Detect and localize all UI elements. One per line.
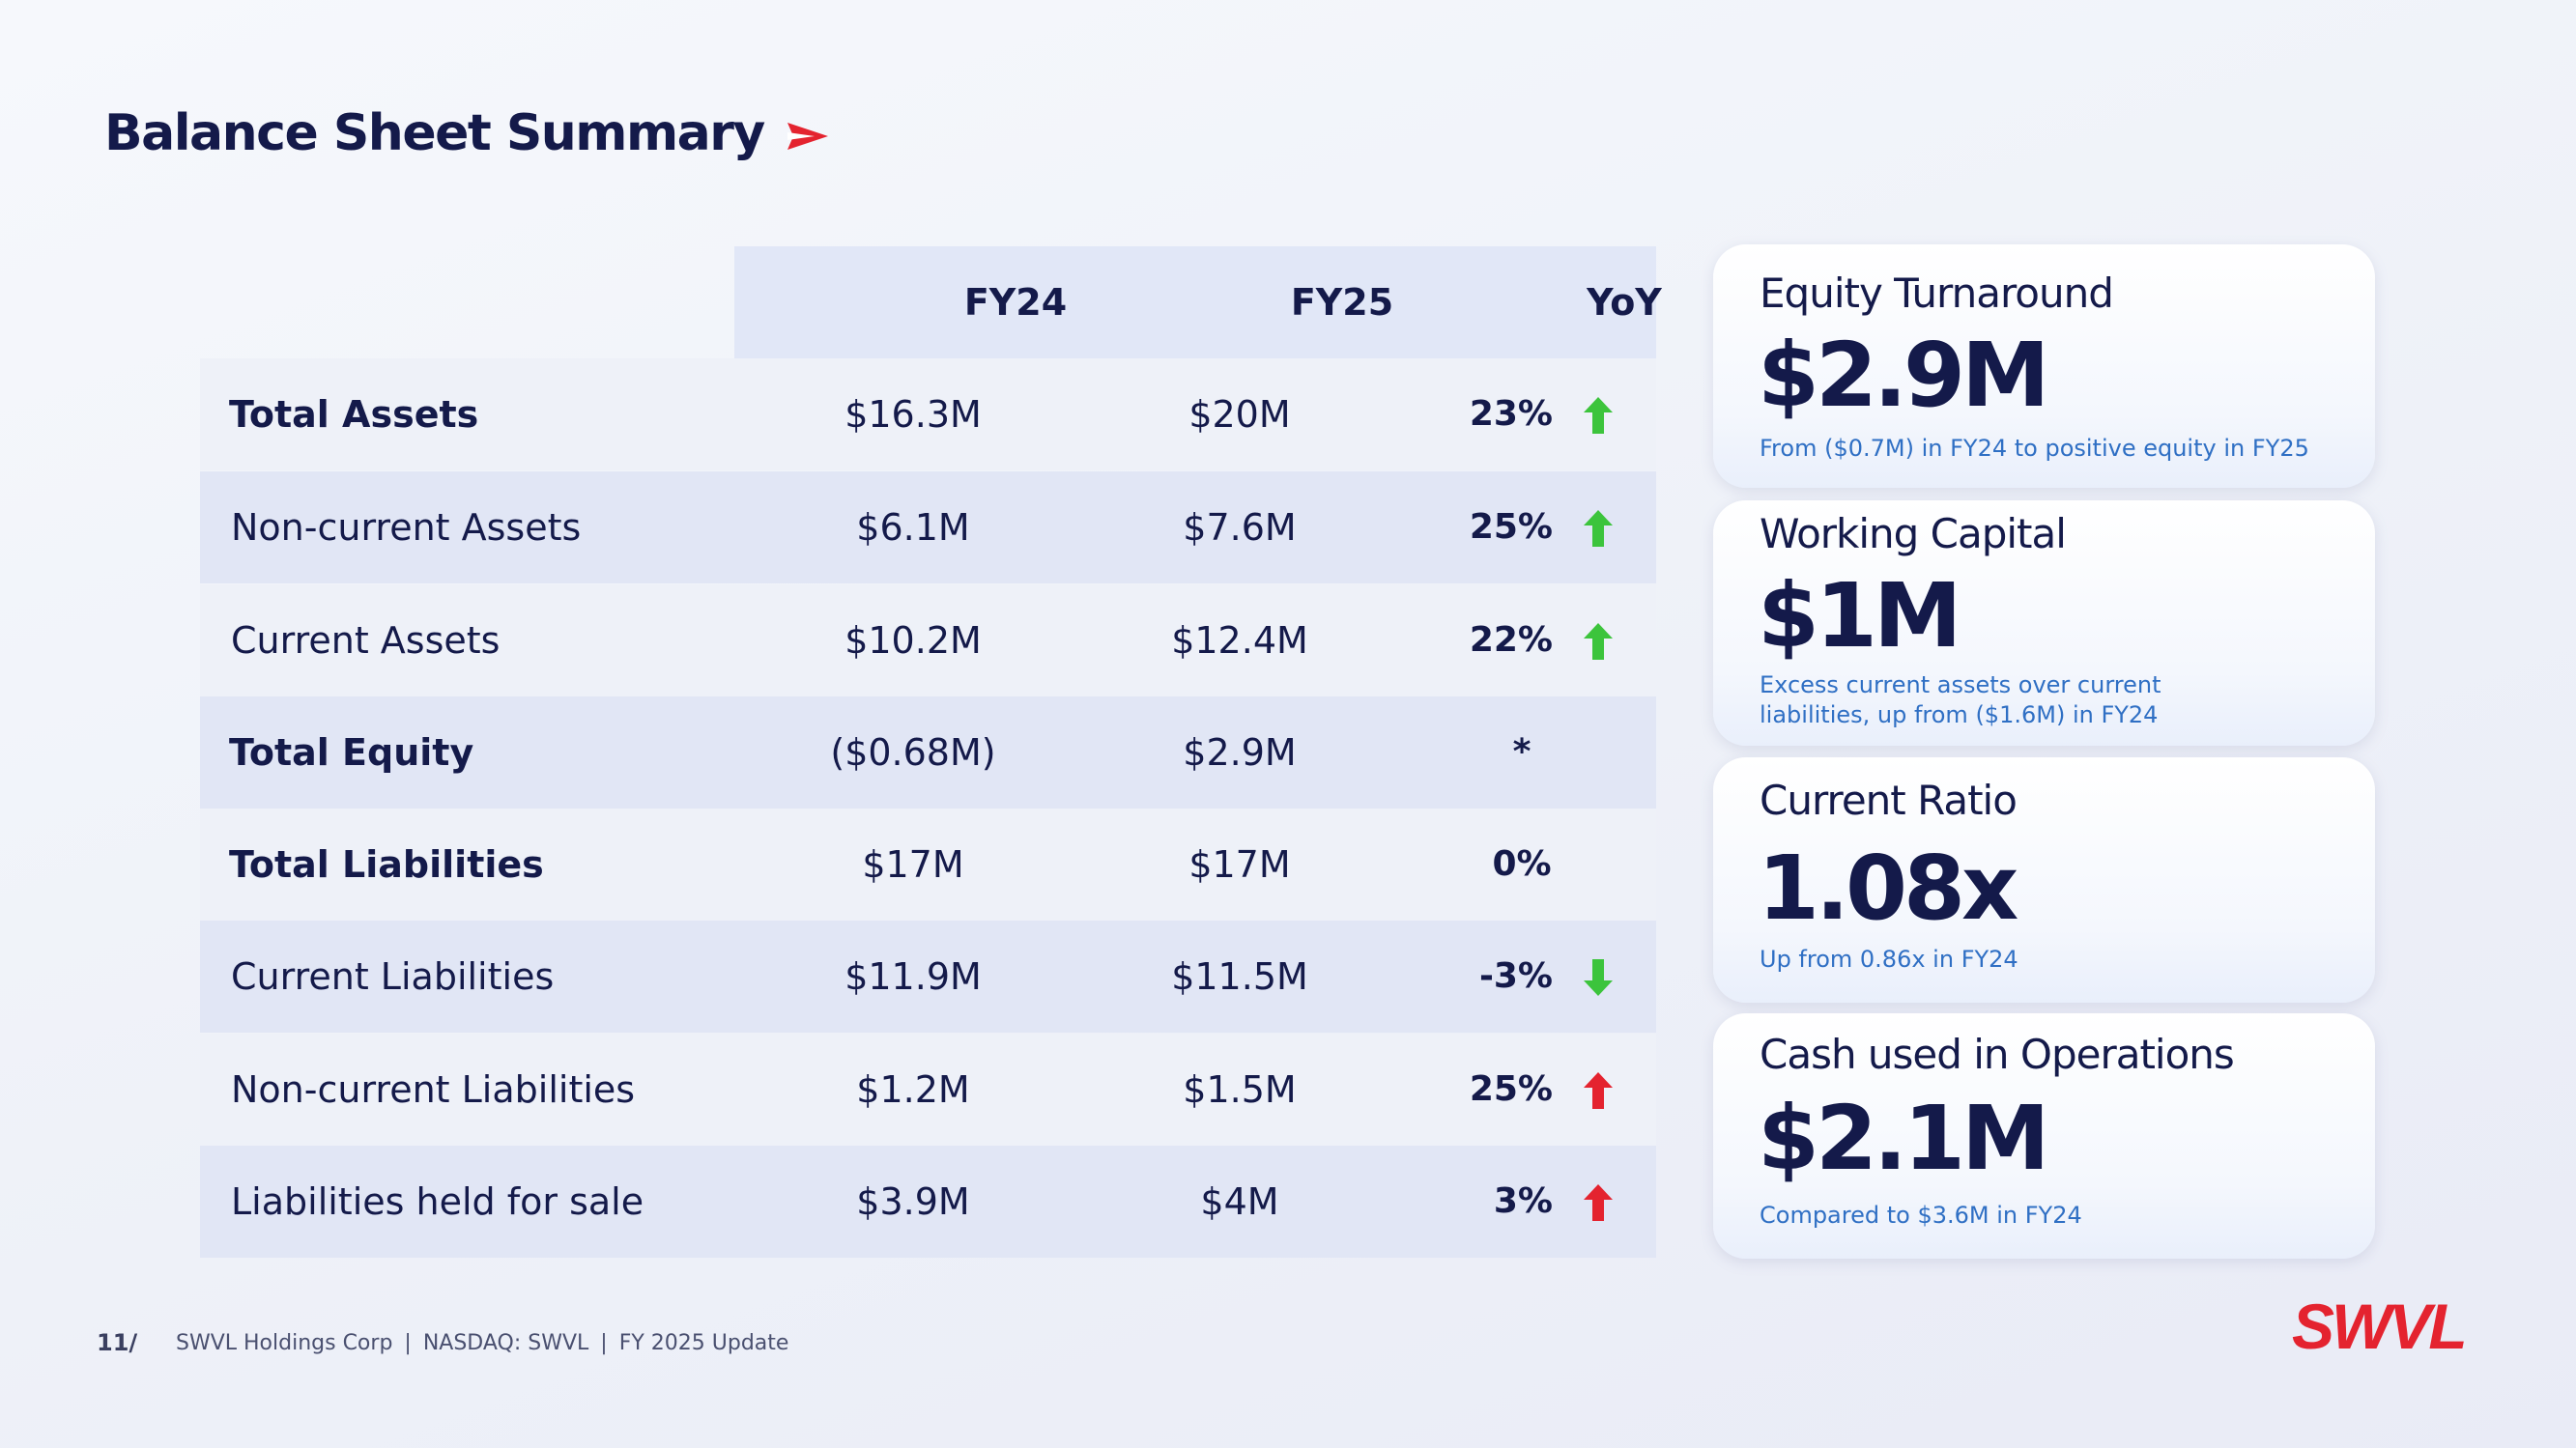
arrow-up-icon xyxy=(1582,1070,1615,1111)
page-number: 11/ xyxy=(97,1329,138,1356)
arrow-down-icon xyxy=(1582,957,1615,998)
card-value: $2.9M xyxy=(1758,324,2050,427)
card-title: Current Ratio xyxy=(1760,777,2018,824)
cell-fy24: $6.1M xyxy=(856,506,970,549)
cell-fy25: $12.4M xyxy=(1171,619,1308,662)
row-label: Non-current Liabilities xyxy=(231,1068,636,1111)
current-ratio-card: Current Ratio 1.08x Up from 0.86x in FY2… xyxy=(1713,757,2375,1003)
row-label: Non-current Assets xyxy=(231,506,582,549)
card-value: $1M xyxy=(1758,564,1962,667)
footer-separator: | xyxy=(404,1330,412,1355)
card-value: $2.1M xyxy=(1758,1087,2050,1190)
cell-fy24: $17M xyxy=(862,843,964,886)
card-title: Equity Turnaround xyxy=(1760,270,2114,317)
page-title: Balance Sheet Summary xyxy=(104,104,830,162)
cell-yoy: 25% xyxy=(1469,1069,1553,1109)
footer-ticker: NASDAQ: SWVL xyxy=(422,1330,589,1355)
cell-fy24: $3.9M xyxy=(856,1180,970,1223)
cell-yoy: 25% xyxy=(1469,507,1553,547)
cash-used-in-operations-card: Cash used in Operations $2.1M Compared t… xyxy=(1713,1013,2375,1259)
card-subtitle: From ($0.7M) in FY24 to positive equity … xyxy=(1760,435,2309,462)
table-row: Non-current Assets $6.1M $7.6M 25% xyxy=(200,471,1656,583)
card-subtitle: Excess current assets over current liabi… xyxy=(1760,671,2161,728)
table-row: Liabilities held for sale $3.9M $4M 3% xyxy=(200,1146,1656,1258)
table-row: Total Assets $16.3M $20M 23% xyxy=(200,358,1656,470)
cell-fy25: $1.5M xyxy=(1183,1068,1297,1111)
cell-yoy: 0% xyxy=(1492,844,1552,884)
cell-fy25: $20M xyxy=(1188,393,1291,436)
footer-company: SWVL Holdings Corp xyxy=(176,1330,393,1355)
cell-fy25: $11.5M xyxy=(1171,955,1308,998)
table-row: Current Liabilities $11.9M $11.5M -3% xyxy=(200,921,1656,1033)
header-fy24: FY24 xyxy=(963,281,1068,324)
working-capital-card: Working Capital $1M Excess current asset… xyxy=(1713,500,2375,746)
cell-fy24: $16.3M xyxy=(844,393,982,436)
card-title: Working Capital xyxy=(1760,510,2067,557)
card-title: Cash used in Operations xyxy=(1760,1031,2235,1078)
cell-fy24: $11.9M xyxy=(844,955,982,998)
row-label: Current Liabilities xyxy=(231,955,555,998)
cell-fy24: ($0.68M) xyxy=(830,731,996,774)
chevron-right-icon xyxy=(787,123,828,150)
row-label: Total Liabilities xyxy=(229,843,544,886)
cell-fy25: $7.6M xyxy=(1183,506,1297,549)
footer: 11/ SWVL Holdings Corp | NASDAQ: SWVL | … xyxy=(97,1329,788,1356)
page-title-text: Balance Sheet Summary xyxy=(104,104,765,162)
arrow-up-icon xyxy=(1582,1182,1615,1223)
svg-text:SWVL: SWVL xyxy=(2292,1294,2465,1356)
cell-fy24: $1.2M xyxy=(856,1068,970,1111)
arrow-up-icon xyxy=(1582,508,1615,549)
footer-separator: | xyxy=(600,1330,608,1355)
footer-update: FY 2025 Update xyxy=(618,1330,789,1355)
cell-yoy: 23% xyxy=(1469,394,1553,434)
cell-yoy: 22% xyxy=(1469,620,1553,660)
row-label: Total Assets xyxy=(229,393,479,436)
card-value: 1.08x xyxy=(1758,837,2018,940)
equity-turnaround-card: Equity Turnaround $2.9M From ($0.7M) in … xyxy=(1713,244,2375,488)
cell-yoy: 3% xyxy=(1493,1181,1553,1221)
table-row: Total Liabilities $17M $17M 0% xyxy=(200,809,1656,921)
swvl-logo: SWVL xyxy=(2292,1294,2468,1356)
header-yoy: YoY xyxy=(1587,281,1662,324)
cell-fy24: $10.2M xyxy=(844,619,982,662)
cell-yoy: -3% xyxy=(1478,956,1553,996)
cell-fy25: $17M xyxy=(1188,843,1291,886)
row-label: Liabilities held for sale xyxy=(231,1180,644,1223)
row-label: Total Equity xyxy=(229,731,474,774)
cell-fy25: $4M xyxy=(1200,1180,1279,1223)
cell-fy25: $2.9M xyxy=(1183,731,1297,774)
arrow-up-icon xyxy=(1582,621,1615,662)
cell-yoy: * xyxy=(1512,732,1531,772)
table-row: Current Assets $10.2M $12.4M 22% xyxy=(200,584,1656,696)
card-subtitle: Up from 0.86x in FY24 xyxy=(1760,946,2018,973)
table-row: Total Equity ($0.68M) $2.9M * xyxy=(200,696,1656,809)
card-subtitle: Compared to $3.6M in FY24 xyxy=(1760,1202,2082,1229)
table-header: FY24 FY25 YoY xyxy=(734,246,1662,358)
arrow-up-icon xyxy=(1582,395,1615,436)
table-row: Non-current Liabilities $1.2M $1.5M 25% xyxy=(200,1034,1656,1146)
header-fy25: FY25 xyxy=(1290,281,1394,324)
row-label: Current Assets xyxy=(231,619,501,662)
